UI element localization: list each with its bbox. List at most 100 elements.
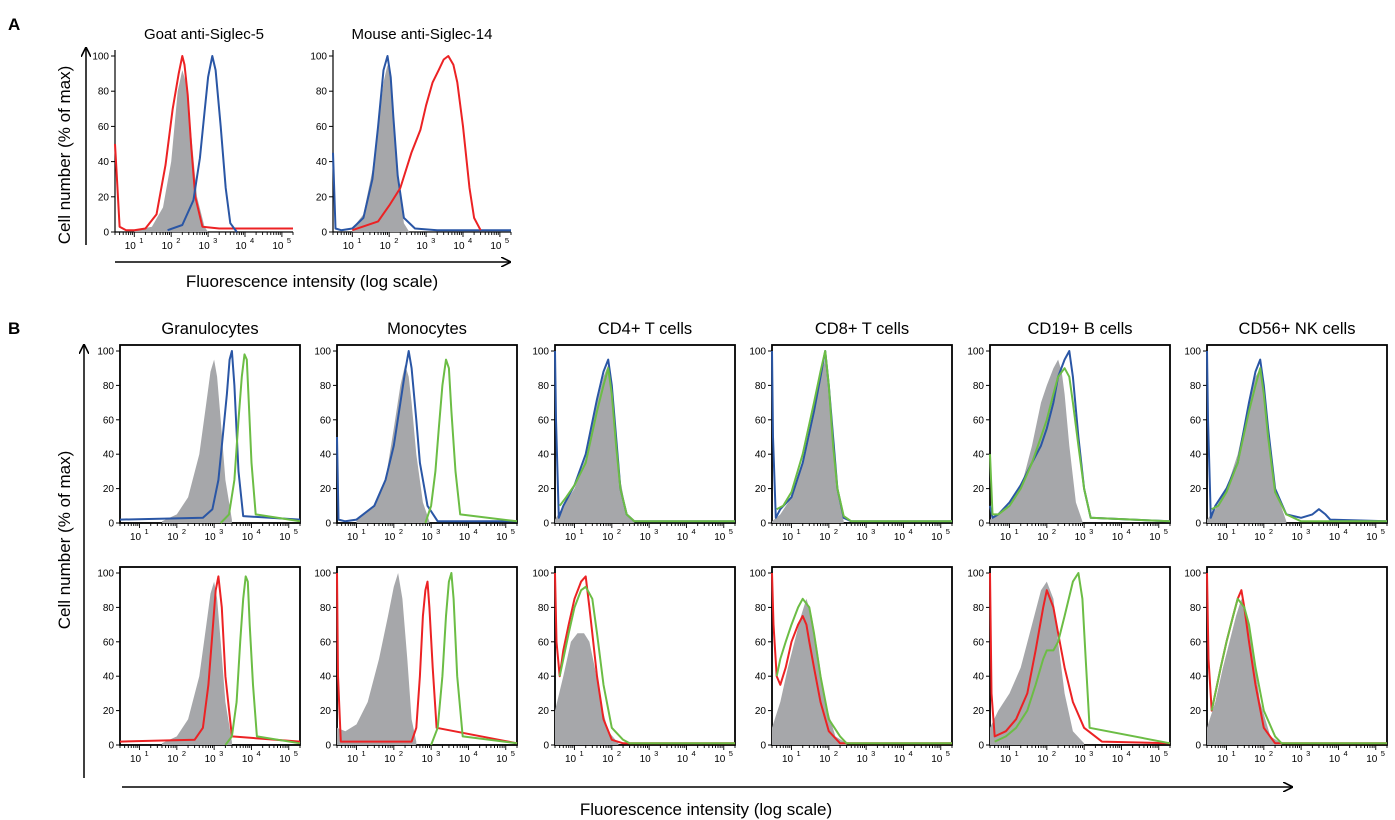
- panel-b-y-axis-label: Cell number (% of max): [55, 451, 74, 630]
- x-tick-label: 10: [819, 754, 831, 765]
- x-tick-exponent: 2: [399, 749, 403, 758]
- x-tick-label: 10: [130, 532, 142, 543]
- x-tick-label: 10: [602, 754, 614, 765]
- y-tick-label: 80: [103, 603, 115, 614]
- x-tick-label: 10: [677, 754, 689, 765]
- x-tick-label: 10: [167, 532, 179, 543]
- y-tick-label: 80: [98, 87, 110, 98]
- x-tick-label: 10: [640, 532, 652, 543]
- histogram-line-red: [336, 572, 518, 745]
- x-tick-exponent: 2: [399, 527, 403, 536]
- x-tick-exponent: 2: [617, 527, 621, 536]
- y-tick-label: 0: [978, 519, 984, 530]
- x-tick-exponent: 5: [294, 749, 298, 758]
- y-tick-label: 20: [538, 484, 550, 495]
- histogram-plot-8: CD56+ NK cells02040608010010110210310410…: [1184, 320, 1388, 543]
- x-tick-exponent: 5: [729, 527, 733, 536]
- plot-frame: [771, 566, 953, 746]
- histogram-plots: Goat anti-Siglec-50204060801001011021031…: [92, 26, 1388, 765]
- x-tick-label: 10: [931, 754, 943, 765]
- x-tick-label: 10: [167, 754, 179, 765]
- x-tick-exponent: 3: [1306, 527, 1310, 536]
- panel-label-b: B: [8, 319, 20, 338]
- x-tick-exponent: 1: [580, 749, 584, 758]
- plot-frame: [336, 344, 518, 524]
- x-tick-exponent: 2: [834, 527, 838, 536]
- y-tick-label: 100: [92, 52, 109, 63]
- y-tick-label: 0: [978, 741, 984, 752]
- x-tick-exponent: 4: [250, 236, 254, 245]
- y-tick-label: 100: [310, 52, 327, 63]
- plot-title: CD56+ NK cells: [1239, 320, 1356, 338]
- panel-a-x-axis-label: Fluorescence intensity (log scale): [186, 272, 438, 291]
- y-tick-label: 60: [755, 637, 767, 648]
- x-tick-exponent: 4: [473, 749, 477, 758]
- x-tick-exponent: 2: [182, 527, 186, 536]
- x-tick-exponent: 1: [1015, 527, 1019, 536]
- histogram-fill-gray: [356, 364, 430, 523]
- y-tick-label: 100: [97, 569, 114, 580]
- y-tick-label: 100: [97, 347, 114, 358]
- histogram-line-blue: [336, 350, 517, 523]
- x-tick-label: 10: [1112, 532, 1124, 543]
- x-tick-exponent: 5: [287, 236, 291, 245]
- histogram-line-green: [558, 585, 735, 745]
- x-tick-label: 10: [1037, 532, 1049, 543]
- x-tick-exponent: 3: [213, 236, 217, 245]
- x-tick-label: 10: [162, 241, 174, 252]
- x-tick-label: 10: [199, 241, 211, 252]
- histogram-fill-gray: [990, 581, 1085, 745]
- x-tick-exponent: 4: [908, 527, 912, 536]
- x-tick-label: 10: [347, 532, 359, 543]
- x-tick-exponent: 2: [176, 236, 180, 245]
- histogram-line-green: [558, 367, 735, 523]
- x-tick-label: 10: [384, 532, 396, 543]
- y-tick-label: 40: [98, 157, 110, 168]
- histogram-line-green: [989, 367, 1171, 523]
- x-tick-label: 10: [347, 754, 359, 765]
- y-tick-label: 60: [1190, 637, 1202, 648]
- x-tick-label: 10: [714, 754, 726, 765]
- x-tick-exponent: 2: [1052, 749, 1056, 758]
- y-tick-label: 60: [320, 637, 332, 648]
- x-tick-label: 10: [279, 532, 291, 543]
- x-tick-exponent: 4: [256, 527, 260, 536]
- x-tick-label: 10: [1149, 754, 1161, 765]
- y-tick-label: 20: [1190, 706, 1202, 717]
- y-tick-label: 100: [749, 347, 766, 358]
- y-tick-label: 60: [103, 637, 115, 648]
- x-tick-exponent: 3: [871, 749, 875, 758]
- y-tick-label: 40: [320, 672, 332, 683]
- x-tick-exponent: 5: [946, 749, 950, 758]
- x-tick-label: 10: [496, 532, 508, 543]
- y-tick-label: 80: [538, 603, 550, 614]
- x-tick-exponent: 4: [691, 749, 695, 758]
- plot-axes: [332, 50, 511, 233]
- y-tick-label: 20: [320, 706, 332, 717]
- histogram-plot-1: Goat anti-Siglec-50204060801001011021031…: [92, 26, 294, 252]
- y-tick-label: 80: [1190, 603, 1202, 614]
- x-tick-exponent: 3: [436, 527, 440, 536]
- x-tick-exponent: 3: [436, 749, 440, 758]
- y-tick-label: 40: [973, 450, 985, 461]
- y-tick-label: 0: [543, 741, 549, 752]
- x-tick-exponent: 4: [1343, 749, 1347, 758]
- y-tick-label: 80: [320, 381, 332, 392]
- x-tick-exponent: 5: [1164, 749, 1168, 758]
- plot-frame: [1206, 344, 1388, 524]
- x-tick-label: 10: [205, 754, 217, 765]
- histogram-line-green: [219, 353, 301, 524]
- x-tick-label: 10: [235, 241, 247, 252]
- x-tick-label: 10: [422, 532, 434, 543]
- x-tick-label: 10: [1000, 532, 1012, 543]
- plot-title: CD8+ T cells: [815, 320, 909, 338]
- x-tick-exponent: 4: [691, 527, 695, 536]
- y-tick-label: 40: [316, 157, 328, 168]
- histogram-fill-gray: [352, 64, 410, 232]
- y-tick-label: 40: [1190, 450, 1202, 461]
